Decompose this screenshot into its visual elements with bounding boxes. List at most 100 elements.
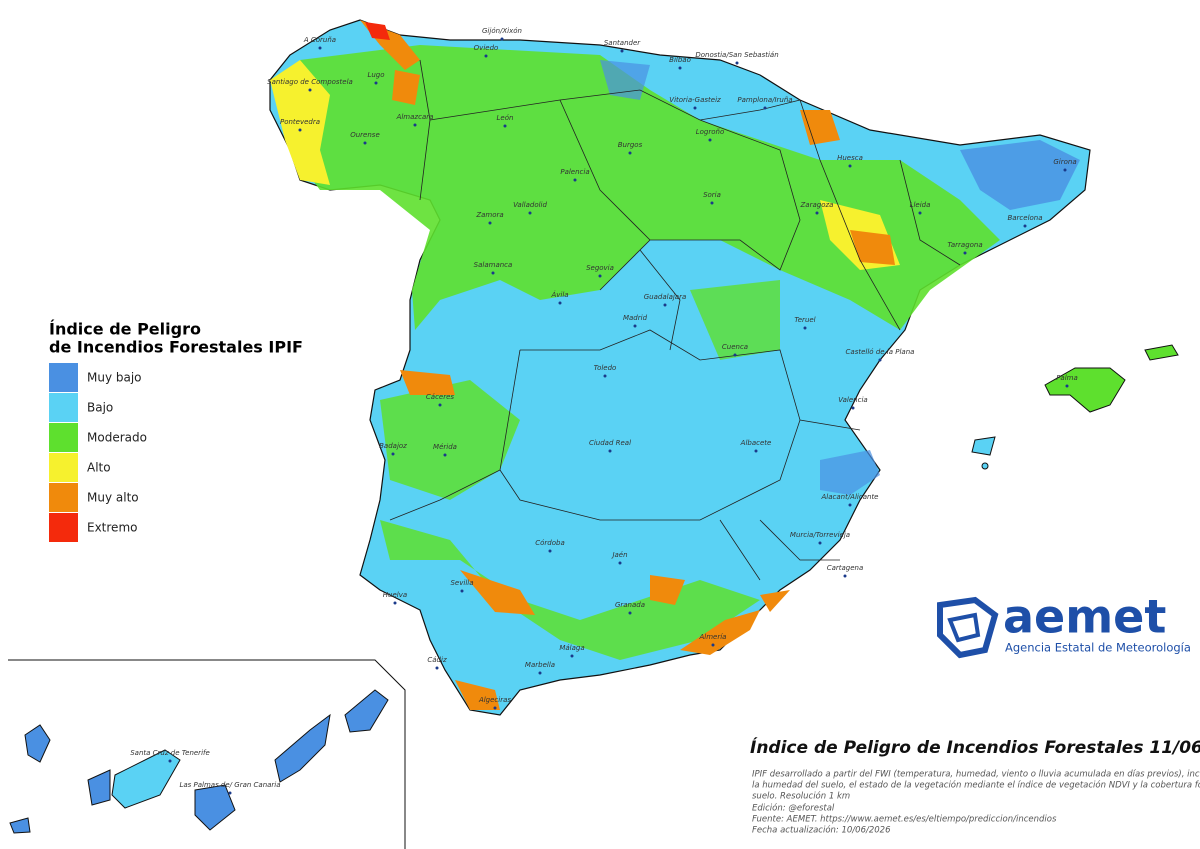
edition: Edición: @eforestal [752,803,835,814]
city-dot [708,138,712,142]
city-dot [693,106,697,110]
city-label: Salamanca [474,261,513,269]
city-label: León [497,114,514,122]
city-dot [735,61,739,65]
city-dot [851,406,855,410]
city-dot [168,759,172,763]
city-label: Guadalajara [644,293,687,301]
city-label: Cádiz [427,656,447,664]
city-dot [711,643,715,647]
city-dot [1063,168,1067,172]
legend-swatch [49,513,78,542]
city-label: Bilbao [669,56,691,64]
city-dot [460,589,464,593]
city-label: Ourense [350,131,380,139]
city-dot [663,303,667,307]
city-dot [678,66,682,70]
city-dot [918,211,922,215]
city-label: Jaén [610,551,627,559]
city-label: Albacete [740,439,772,447]
city-label: Girona [1053,158,1076,166]
city-dot [843,574,847,578]
city-dot [308,88,312,92]
updated: Fecha actualización: 10/06/2026 [752,825,891,836]
city-dot [484,54,488,58]
city-label: Oviedo [474,44,499,52]
city-dot [438,403,442,407]
legend-swatch [49,393,78,422]
city-dot [603,374,607,378]
city-label: Burgos [618,141,643,149]
city-label: Donostia/San Sebastián [695,51,778,59]
legend-label: Muy bajo [87,371,142,385]
description: suelo. Resolución 1 km [752,791,850,802]
city-label: Vitoria-Gasteiz [669,96,721,104]
city-dot [548,549,552,553]
city-dot [608,449,612,453]
map-title: Índice de Peligro de Incendios Forestale… [750,736,1200,758]
city-dot [413,123,417,127]
description: la humedad del suelo, el estado de la ve… [752,780,1200,791]
legend-swatch [49,423,78,452]
city-dot [558,301,562,305]
city-label: Toledo [594,364,617,372]
city-dot [633,324,637,328]
city-dot [598,274,602,278]
legend-title: de Incendios Forestales IPIF [49,338,303,357]
source: Fuente: AEMET. https://www.aemet.es/es/e… [752,815,1057,825]
cities: A Coruña Gijón/Xixón Oviedo Santander Bilbao… [130,27,1078,795]
city-dot [228,791,232,795]
city-label: Mérida [433,443,457,451]
legend-label: Muy alto [87,491,139,505]
city-label: Almazcara [396,113,434,121]
city-label: Madrid [623,314,648,322]
legend-label: Extremo [87,521,137,535]
city-dot [803,326,807,330]
city-dot [818,541,822,545]
city-label: Valladolid [513,201,547,209]
footer: Índice de Peligro de Incendios Forestale… [750,736,1200,836]
city-label: Almería [699,633,727,641]
city-dot [318,46,322,50]
legend-label: Moderado [87,431,147,445]
city-label: Sevilla [450,579,473,587]
city-label: A Coruña [303,36,336,44]
city-dot [1065,384,1069,388]
city-label: Santiago de Compostela [267,78,353,86]
description: IPIF desarrollado a partir del FWI (temp… [752,770,1200,780]
city-label: Las Palmas de/ Gran Canaria [179,781,280,789]
city-label: Gijón/Xixón [482,27,522,35]
city-label: Lugo [367,71,384,79]
city-dot [391,452,395,456]
city-label: Marbella [525,661,555,669]
city-dot [528,211,532,215]
city-label: Lleida [910,201,931,209]
city-dot [493,706,497,710]
balearic-islands [971,344,1179,470]
city-label: Ávila [550,290,568,299]
city-dot [503,124,507,128]
city-label: Córdoba [535,539,565,547]
city-label: Cartagena [827,564,864,572]
city-dot [763,106,767,110]
city-dot [848,503,852,507]
city-dot [570,654,574,658]
city-dot [620,49,624,53]
city-dot [963,251,967,255]
city-label: Cáceres [426,393,455,401]
logo: aemet Agencia Estatal de Meteorología [937,590,1191,659]
city-label: Huesca [837,154,863,162]
city-label: Cuenca [722,343,748,351]
legend-label: Alto [87,461,111,475]
city-dot [733,353,737,357]
city-dot [298,128,302,132]
legend-swatch [49,453,78,482]
city-label: Teruel [794,316,815,324]
city-dot [443,453,447,457]
city-label: Santander [604,39,641,47]
city-label: Badajoz [379,442,407,450]
city-label: Málaga [559,644,584,652]
legend: Índice de Peligro de Incendios Forestale… [49,320,303,542]
city-dot [618,561,622,565]
